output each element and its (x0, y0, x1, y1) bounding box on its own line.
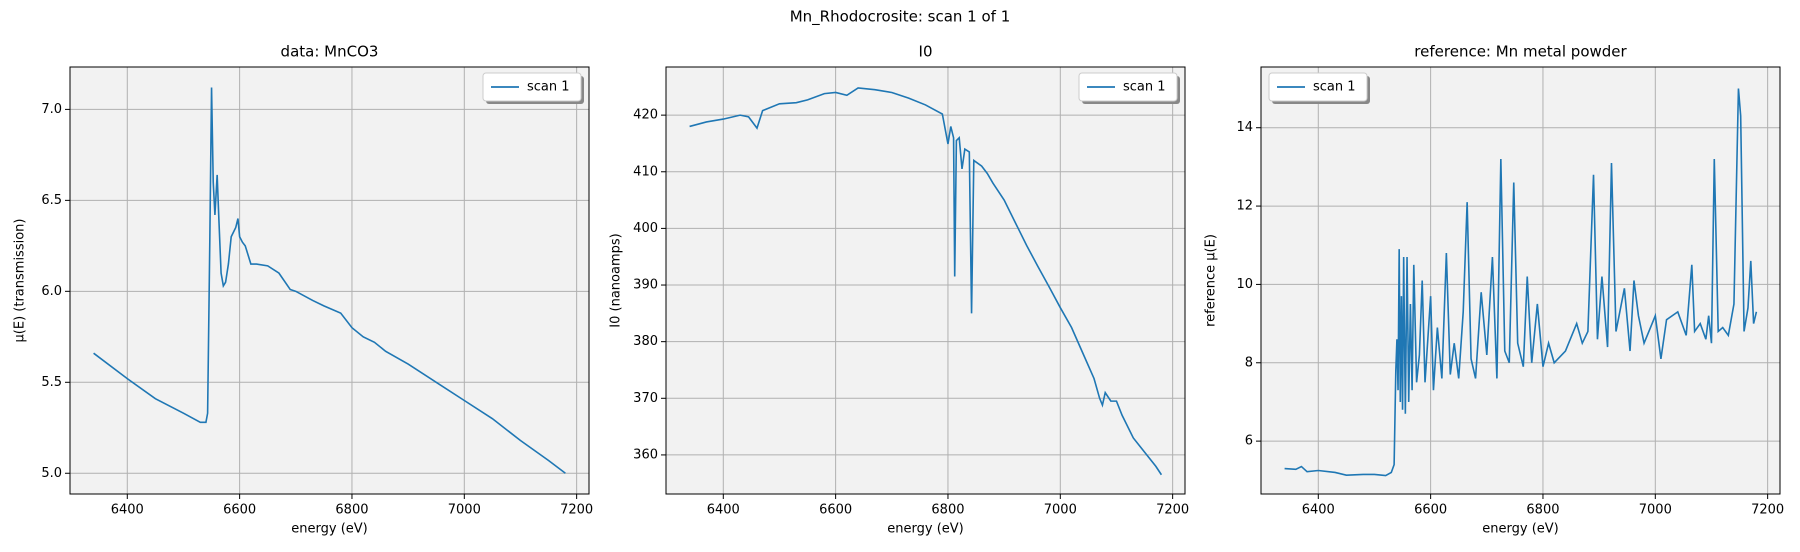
y-tick-label: 5.0 (41, 466, 62, 481)
x-tick-label: 7000 (1044, 503, 1077, 518)
y-tick-label: 14 (1236, 120, 1253, 135)
y-tick-label: 420 (633, 108, 658, 123)
legend-box (482, 72, 582, 102)
x-tick-label: 6400 (707, 503, 740, 518)
y-tick-label: 7.0 (41, 102, 62, 117)
plot-area (70, 67, 589, 494)
y-tick-label: 6 (1245, 434, 1253, 449)
plot-area (666, 67, 1185, 494)
x-axis-label: energy (eV) (887, 522, 963, 537)
legend-label: scan 1 (1123, 80, 1166, 95)
y-tick-label: 370 (633, 391, 658, 406)
y-tick-label: 410 (633, 164, 658, 179)
axes-frame (69, 66, 590, 495)
legend-box (1268, 72, 1368, 102)
x-tick-label: 7200 (1156, 503, 1189, 518)
x-tick-label: 7200 (1751, 503, 1784, 518)
y-tick-label: 400 (633, 221, 658, 236)
legend-box (1078, 72, 1178, 102)
y-axis-label: μ(E) (transmission) (13, 219, 28, 343)
x-tick-label: 6400 (1302, 503, 1335, 518)
y-tick-label: 390 (633, 278, 658, 293)
axes-frame (665, 66, 1186, 495)
x-tick-label: 6600 (1414, 503, 1447, 518)
y-tick-label: 6.5 (41, 193, 62, 208)
x-tick-label: 7200 (560, 503, 593, 518)
y-tick-label: 6.0 (41, 284, 62, 299)
y-tick-label: 12 (1236, 199, 1253, 214)
chart-title: reference: Mn metal powder (1414, 43, 1627, 61)
x-tick-label: 6600 (819, 503, 852, 518)
x-tick-label: 6800 (931, 503, 964, 518)
y-tick-label: 5.5 (41, 375, 62, 390)
y-axis-label: reference μ(E) (1204, 234, 1219, 327)
x-tick-label: 6800 (1526, 503, 1559, 518)
x-axis-label: energy (eV) (1482, 522, 1558, 537)
x-tick-label: 6800 (335, 503, 368, 518)
data-line (93, 87, 566, 474)
y-tick-label: 360 (633, 447, 658, 462)
legend-label: scan 1 (527, 80, 570, 95)
x-tick-label: 7000 (448, 503, 481, 518)
y-axis-label: I0 (nanoamps) (609, 233, 624, 327)
data-line (689, 87, 1163, 476)
x-axis-label: energy (eV) (291, 522, 367, 537)
data-line (1284, 88, 1758, 477)
x-tick-label: 7000 (1639, 503, 1672, 518)
chart-title: data: MnCO3 (281, 43, 379, 61)
axes-frame (1260, 66, 1781, 495)
x-tick-label: 6600 (223, 503, 256, 518)
plot-area (1261, 67, 1780, 494)
chart-title: I0 (919, 43, 933, 61)
x-tick-label: 6400 (111, 503, 144, 518)
legend-label: scan 1 (1313, 80, 1356, 95)
figure-title: Mn_Rhodocrosite: scan 1 of 1 (790, 8, 1011, 27)
y-tick-label: 380 (633, 334, 658, 349)
y-tick-label: 10 (1236, 277, 1253, 292)
y-tick-label: 8 (1245, 355, 1253, 370)
